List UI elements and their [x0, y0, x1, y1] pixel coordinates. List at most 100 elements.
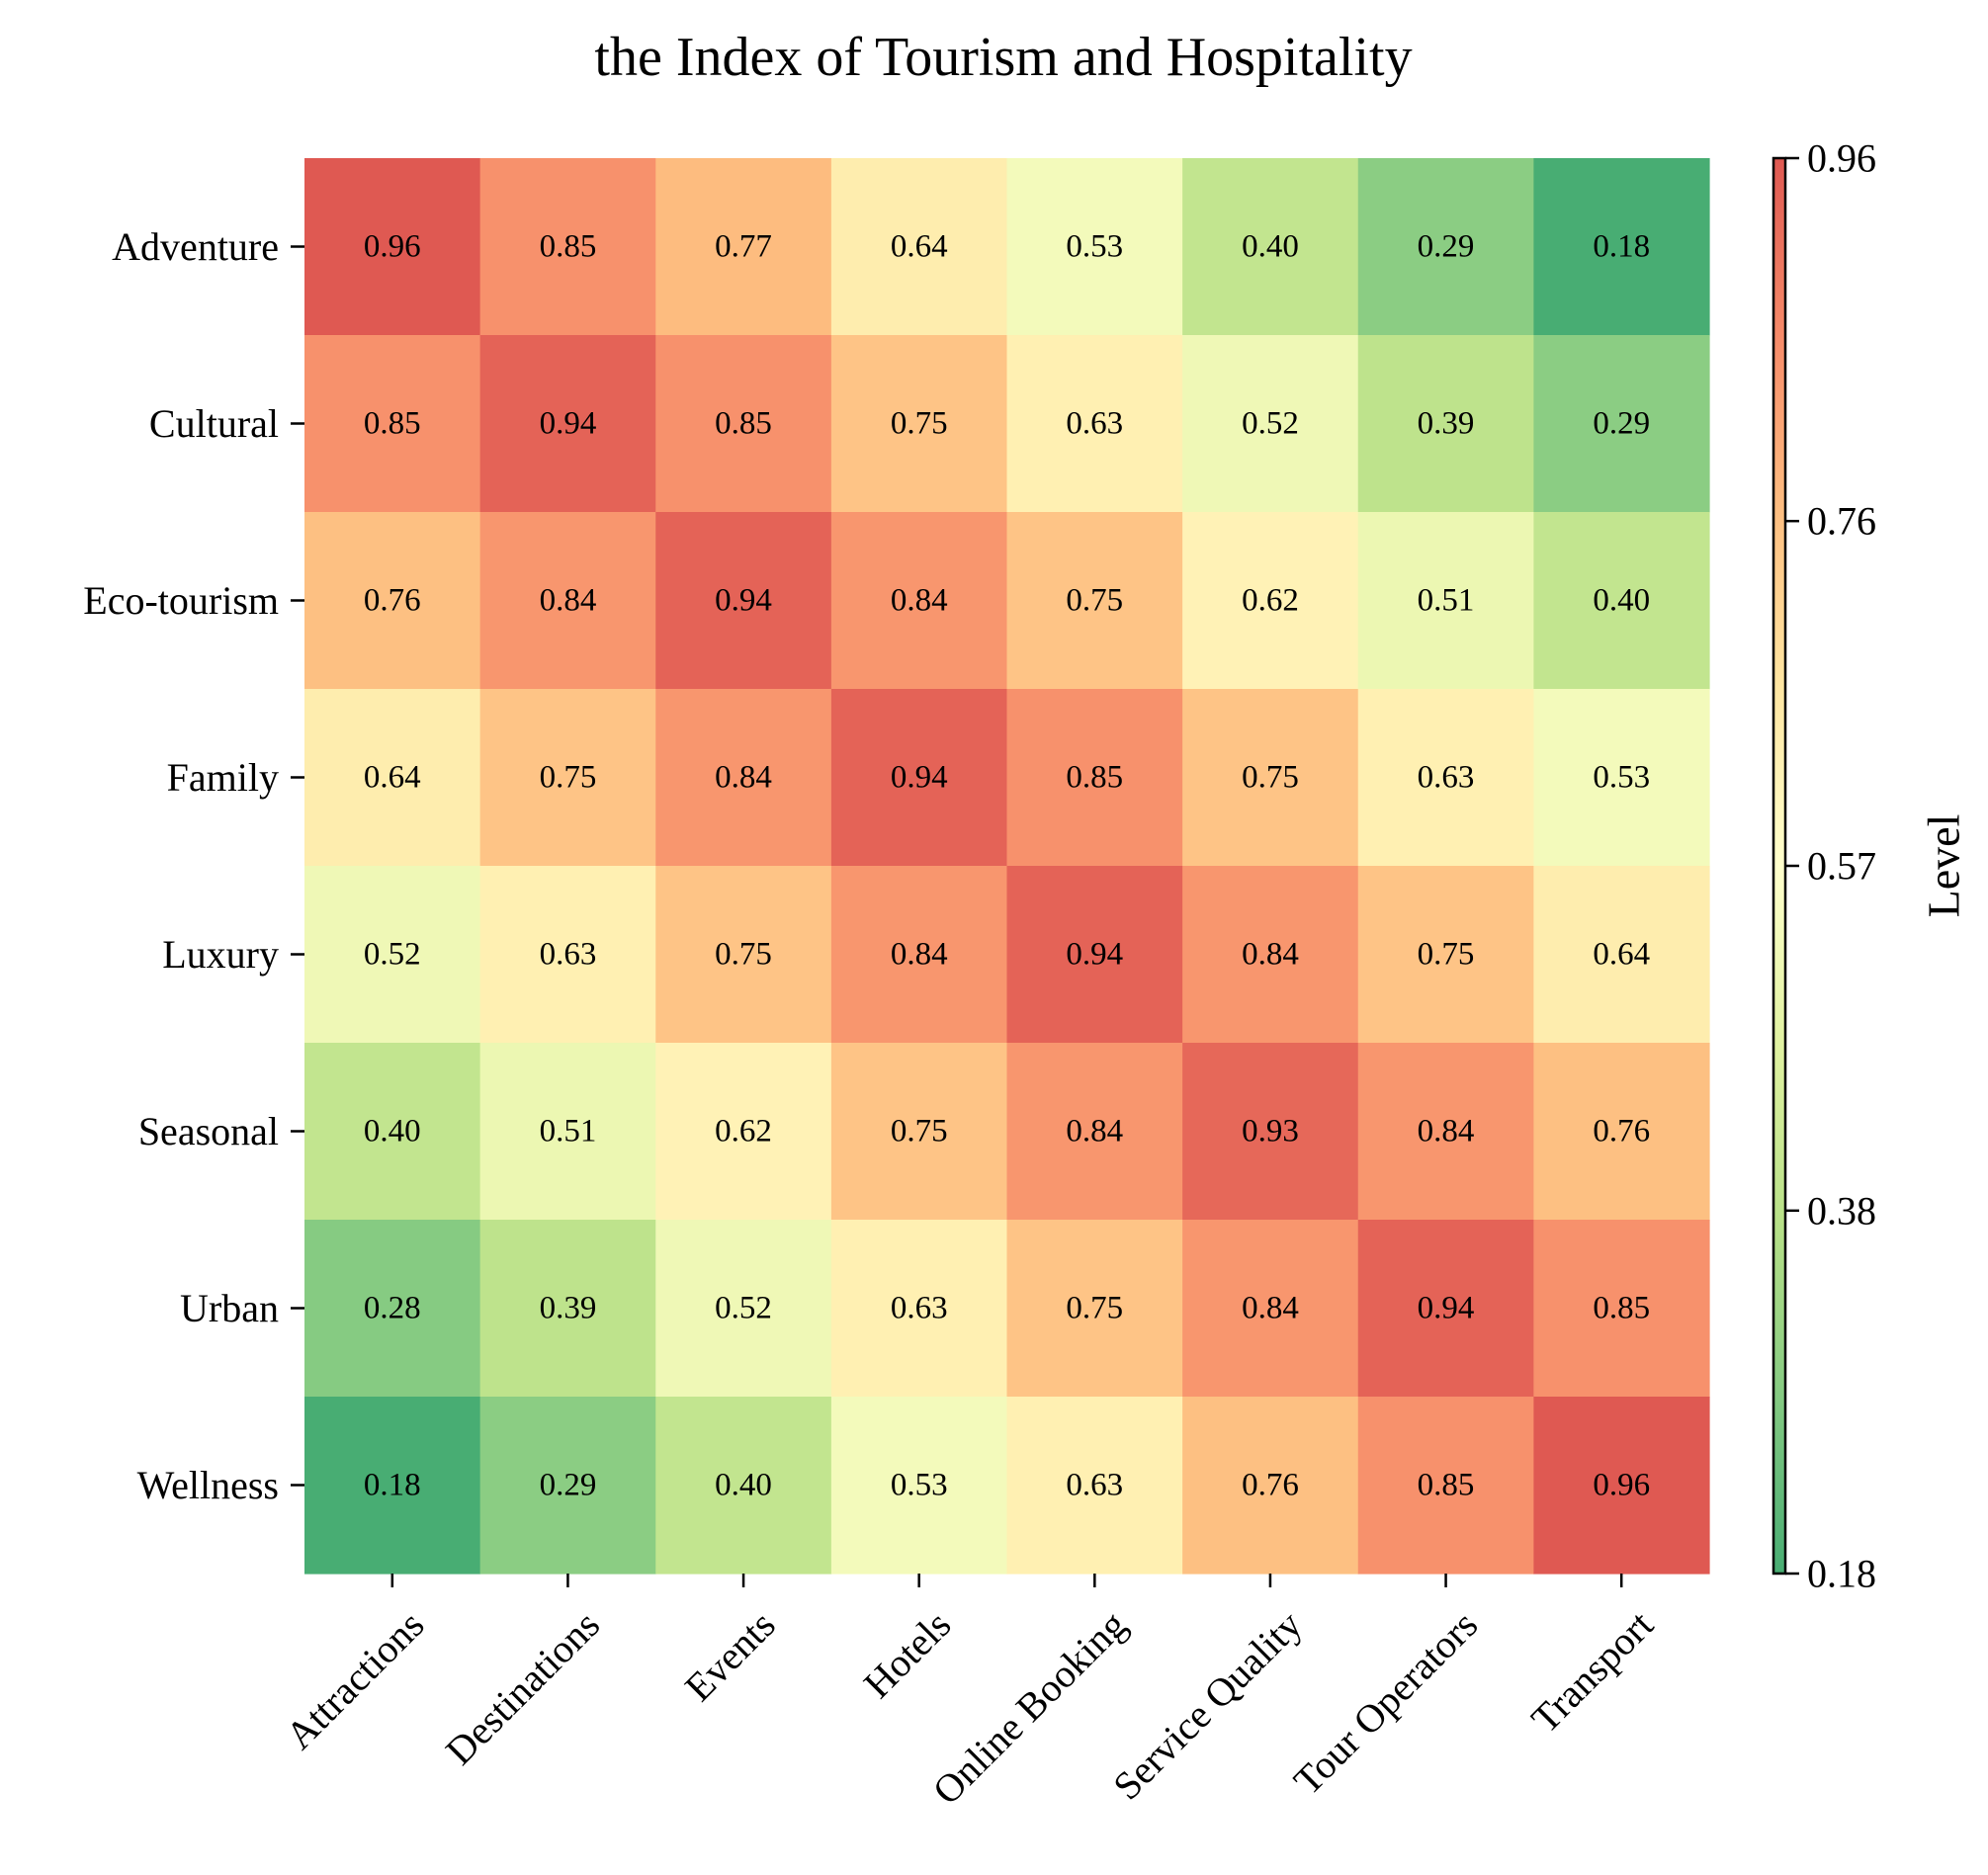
cell-value-label: 0.76: [364, 583, 421, 619]
heatmap-cell: [830, 866, 1008, 1044]
cell-value-label: 0.75: [891, 1114, 948, 1150]
cell-value-label: 0.75: [891, 406, 948, 442]
heatmap-cell: [304, 866, 481, 1044]
heatmap-cell: [655, 689, 832, 867]
heatmap-cell: [304, 689, 481, 867]
heatmap-cell: [304, 1043, 481, 1221]
heatmap-cell: [1357, 1220, 1534, 1398]
heatmap-cell: [830, 1220, 1008, 1398]
y-axis: Adventure Cultural Eco-tourism Family Luxury…: [83, 224, 304, 1507]
cell-value-label: 0.29: [1593, 406, 1650, 442]
heatmap-cell: [479, 158, 656, 336]
cell-value-label: 0.28: [364, 1291, 421, 1326]
cell-value-label: 0.77: [715, 229, 772, 265]
colorbar: 0.18 0.38 0.57 0.76 0.96 Level: [1772, 136, 1969, 1596]
heatmap-cell: [304, 335, 481, 513]
heatmap-cell: [655, 158, 832, 336]
heatmap-cell: [479, 512, 656, 690]
cell-value-label: 0.84: [1242, 937, 1299, 973]
heatmap-cell: [304, 1220, 481, 1398]
heatmap-cell: [830, 1043, 1008, 1221]
cell-value-label: 0.63: [891, 1291, 948, 1326]
cell-value-label: 0.85: [1593, 1291, 1650, 1326]
cell-value-label: 0.94: [1066, 937, 1123, 973]
heatmap-cell: [1182, 1397, 1359, 1575]
heatmap-cell: [655, 1397, 832, 1575]
colorbar-tick-label: 0.76: [1807, 499, 1876, 544]
cell-value-label: 0.64: [1593, 937, 1650, 973]
heatmap-cells: [304, 158, 1710, 1575]
cell-value-label: 0.64: [891, 229, 948, 265]
heatmap-cell: [1006, 1397, 1183, 1575]
cell-value-label: 0.84: [891, 937, 948, 973]
colorbar-label: Level: [1919, 814, 1969, 918]
heatmap-cell: [1533, 158, 1710, 336]
colorbar-tick-label: 0.96: [1807, 136, 1876, 181]
cell-value-label: 0.96: [1593, 1468, 1650, 1503]
cell-value-label: 0.94: [891, 760, 948, 796]
cell-value-label: 0.84: [891, 583, 948, 619]
cell-value-label: 0.75: [1418, 937, 1475, 973]
heatmap-cell: [1357, 866, 1534, 1044]
heatmap-cell: [1533, 1043, 1710, 1221]
heatmap-cell: [1533, 335, 1710, 513]
cell-value-label: 0.94: [540, 406, 597, 442]
heatmap-cell: [830, 335, 1008, 513]
heatmap-cell: [830, 512, 1008, 690]
heatmap-cell: [1006, 512, 1183, 690]
cell-value-label: 0.40: [1593, 583, 1650, 619]
cell-value-label: 0.84: [1066, 1114, 1123, 1150]
cell-value-label: 0.63: [1066, 1468, 1123, 1503]
cell-value-label: 0.62: [1242, 583, 1299, 619]
heatmap-cell: [830, 689, 1008, 867]
cell-value-label: 0.63: [540, 937, 597, 973]
cell-value-label: 0.53: [1066, 229, 1123, 265]
cell-value-label: 0.85: [715, 406, 772, 442]
cell-value-label: 0.75: [1066, 1291, 1123, 1326]
heatmap-cell: [830, 1397, 1008, 1575]
cell-value-label: 0.84: [1418, 1114, 1475, 1150]
heatmap-cell: [1533, 689, 1710, 867]
heatmap-cell: [655, 1220, 832, 1398]
cell-value-label: 0.85: [540, 229, 597, 265]
heatmap-cell: [1357, 689, 1534, 867]
heatmap-cell: [479, 866, 656, 1044]
cell-value-label: 0.53: [891, 1468, 948, 1503]
cell-value-label: 0.52: [1242, 406, 1299, 442]
cell-value-label: 0.85: [364, 406, 421, 442]
y-tick-label: Luxury: [162, 932, 279, 977]
heatmap-cell: [655, 866, 832, 1044]
cell-value-label: 0.29: [1418, 229, 1475, 265]
heatmap-cell: [1533, 512, 1710, 690]
cell-value-label: 0.63: [1066, 406, 1123, 442]
colorbar-tick-label: 0.57: [1807, 844, 1876, 889]
heatmap-cell: [1182, 512, 1359, 690]
heatmap-cell: [1182, 866, 1359, 1044]
heatmap-cell: [1357, 158, 1534, 336]
heatmap-cell: [1533, 866, 1710, 1044]
cell-value-label: 0.84: [715, 760, 772, 796]
y-tick-label: Urban: [180, 1286, 279, 1330]
cell-value-label: 0.75: [1242, 760, 1299, 796]
cell-value-label: 0.52: [364, 937, 421, 973]
y-tick-label: Family: [167, 755, 279, 800]
heatmap-cell: [1533, 1397, 1710, 1575]
heatmap-cell: [1006, 1043, 1183, 1221]
heatmap-cell: [1357, 1397, 1534, 1575]
cell-value-label: 0.18: [1593, 229, 1650, 265]
heatmap-cell: [479, 1043, 656, 1221]
cell-value-label: 0.85: [1066, 760, 1123, 796]
cell-value-label: 0.40: [1242, 229, 1299, 265]
cell-value-label: 0.76: [1242, 1468, 1299, 1503]
heatmap-cell: [304, 158, 481, 336]
heatmap-cell: [1006, 866, 1183, 1044]
heatmap-cell: [1182, 335, 1359, 513]
cell-value-label: 0.40: [364, 1114, 421, 1150]
y-tick-label: Cultural: [149, 401, 279, 446]
heatmap-cell: [1357, 335, 1534, 513]
heatmap-cell: [1006, 689, 1183, 867]
y-tick-label: Adventure: [112, 224, 279, 269]
cell-value-label: 0.76: [1593, 1114, 1650, 1150]
colorbar-tick-label: 0.18: [1807, 1552, 1876, 1596]
